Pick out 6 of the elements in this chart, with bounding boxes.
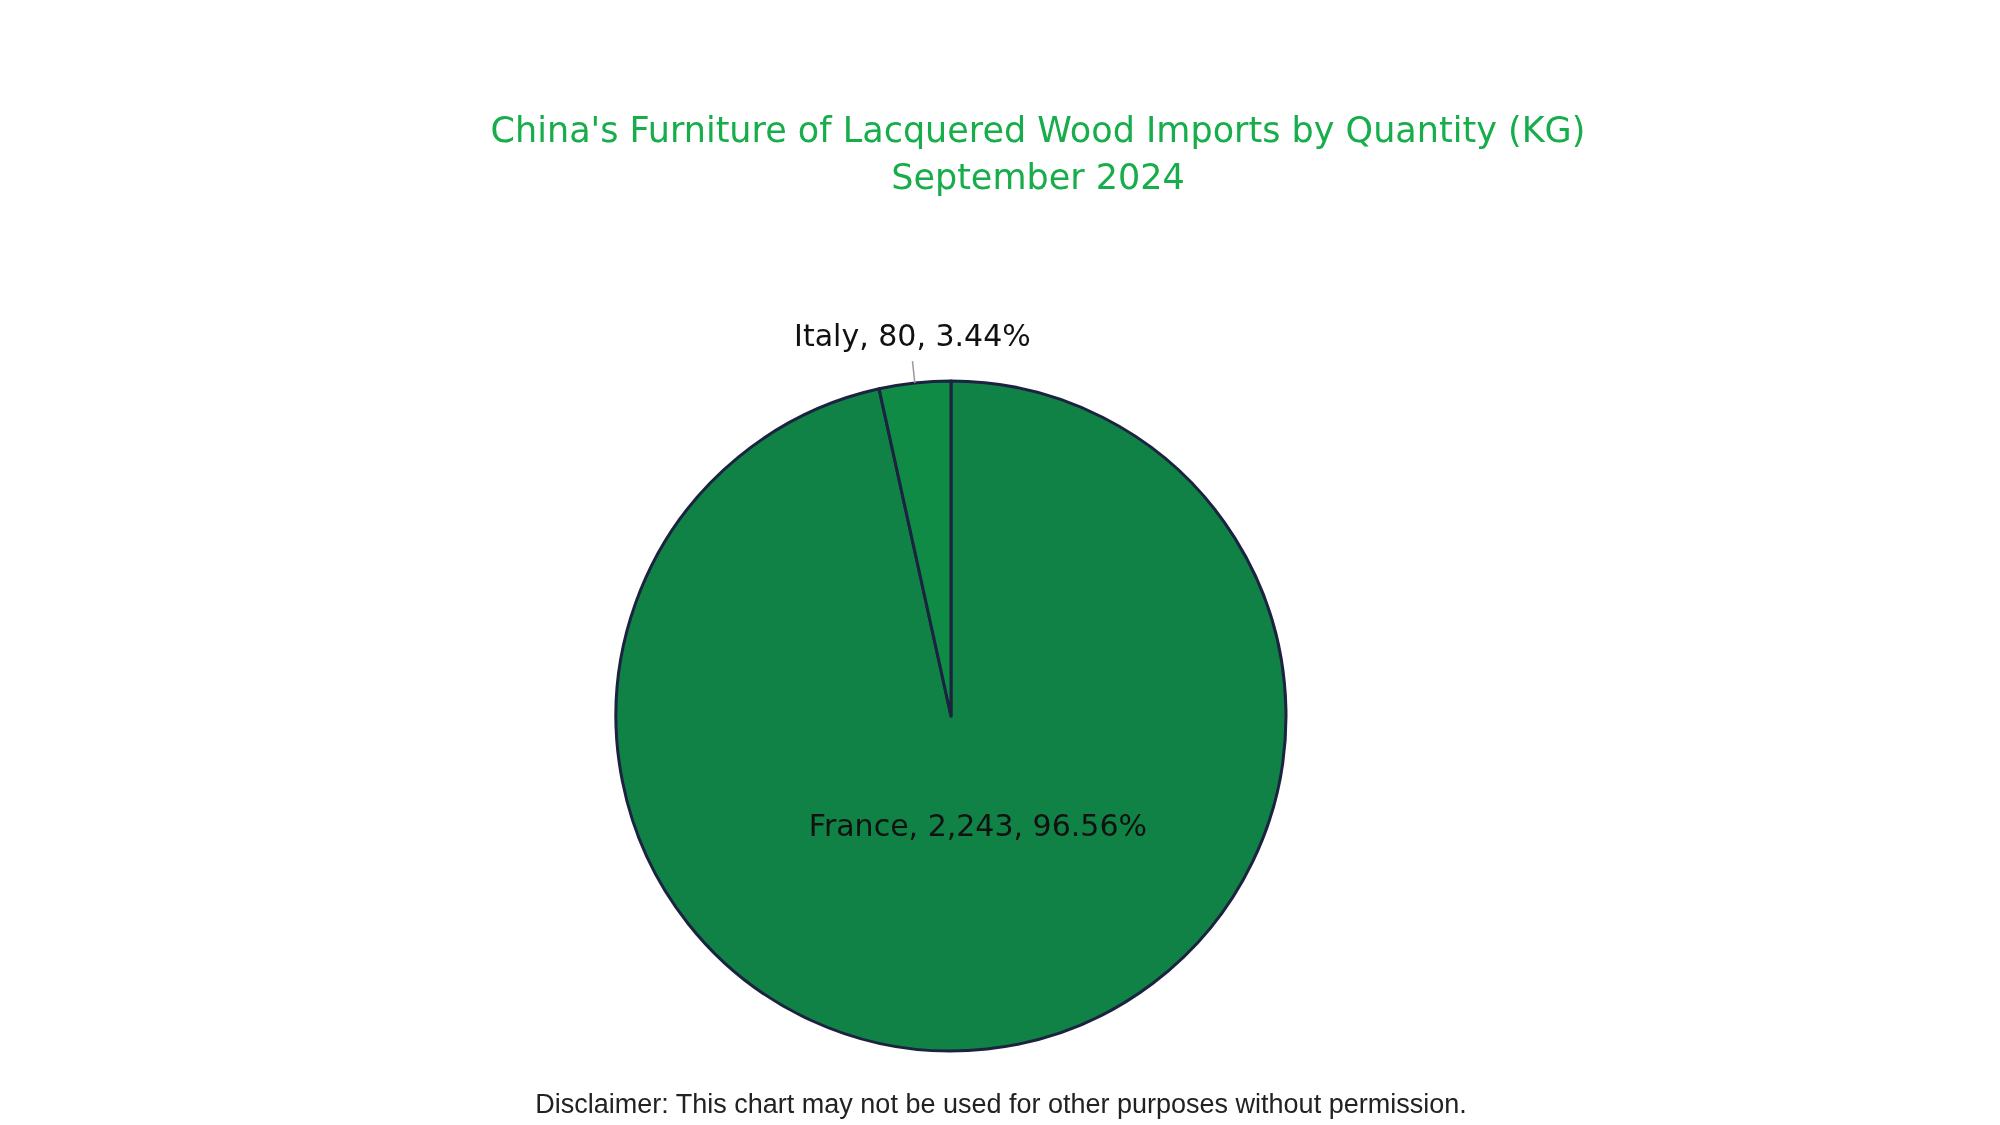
text: Disclaimer: This chart may not be used for other purposes without permission. [535, 1089, 1467, 1119]
slice-label: Italy, 80, 3.44% [794, 317, 1031, 353]
slice-label: France, 2,243, 96.56% [808, 808, 1148, 844]
chart-subtitle: September 2024 [891, 157, 1185, 197]
chart-title: China's Furniture of Lacquered Wood Imports by Quantity (KG) [490, 110, 1586, 150]
pie-slice [615, 379, 1288, 1053]
